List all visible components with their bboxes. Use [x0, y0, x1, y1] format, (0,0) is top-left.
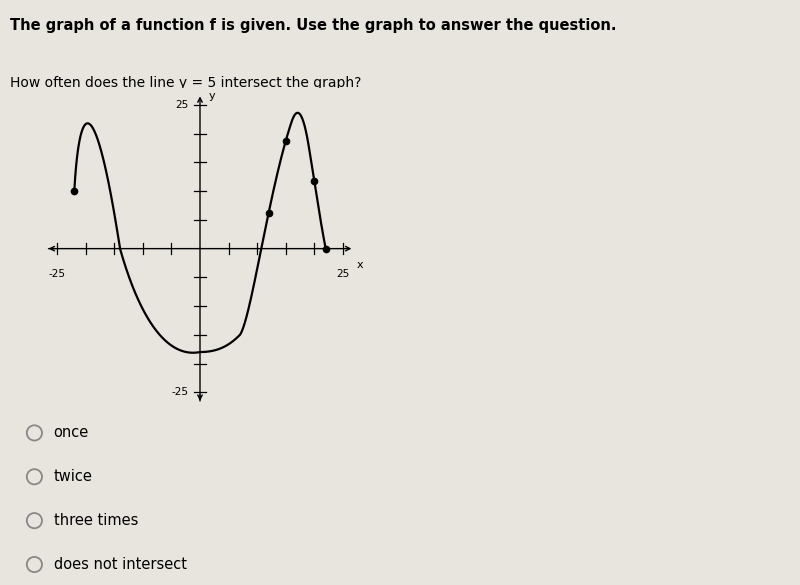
Text: once: once — [54, 425, 89, 441]
Text: three times: three times — [54, 513, 138, 528]
Text: -25: -25 — [171, 387, 189, 397]
Text: 25: 25 — [336, 269, 350, 278]
Text: 25: 25 — [175, 100, 189, 110]
Text: -25: -25 — [49, 269, 66, 278]
Text: y: y — [209, 91, 215, 101]
Text: How often does the line y = 5 intersect the graph?: How often does the line y = 5 intersect … — [10, 76, 362, 90]
Text: x: x — [357, 260, 364, 270]
Text: does not intersect: does not intersect — [54, 557, 186, 572]
Text: The graph of a function f is given. Use the graph to answer the question.: The graph of a function f is given. Use … — [10, 18, 617, 33]
Text: twice: twice — [54, 469, 93, 484]
